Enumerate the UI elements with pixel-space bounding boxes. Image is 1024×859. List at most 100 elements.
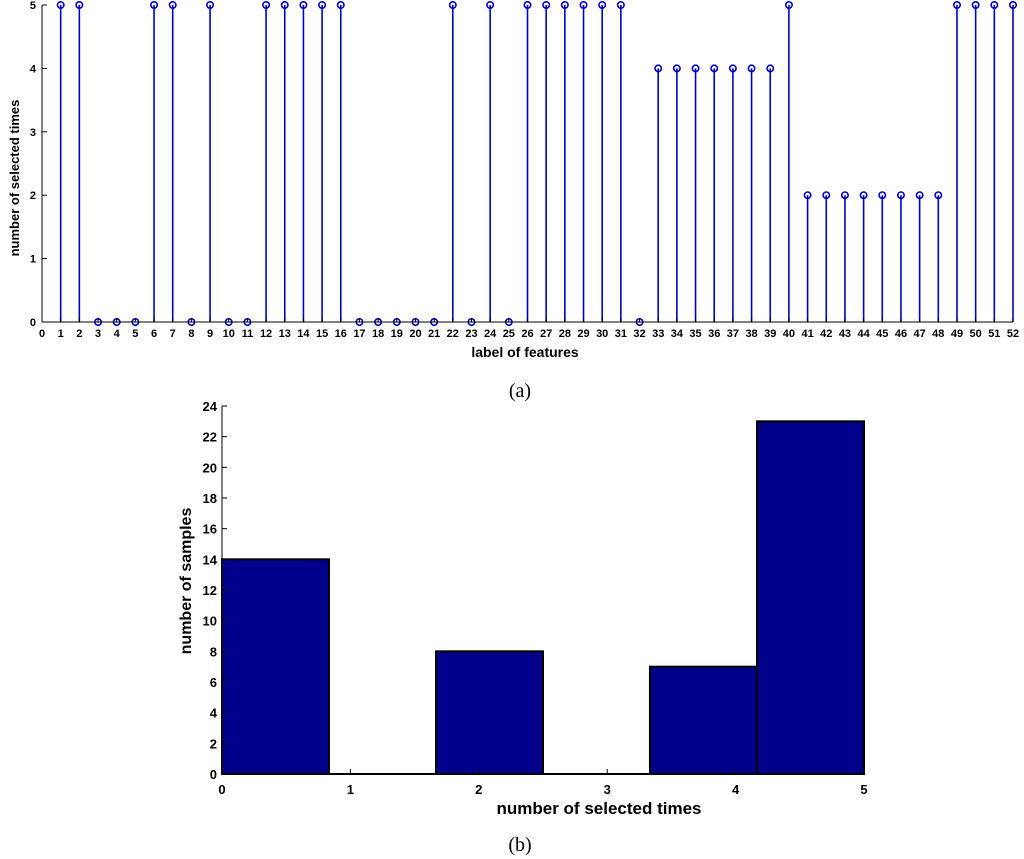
x-tick-label-a: 41 bbox=[801, 328, 813, 340]
y-tick-label-b: 2 bbox=[210, 736, 217, 751]
stem-marker bbox=[934, 191, 943, 200]
y-tick-label-b: 16 bbox=[203, 522, 217, 537]
axes-a bbox=[41, 4, 1014, 323]
stem-marker bbox=[299, 0, 308, 10]
x-tick-label-a: 4 bbox=[114, 328, 121, 340]
x-tick-label-a: 44 bbox=[857, 328, 870, 340]
x-tick-label-a: 33 bbox=[652, 328, 664, 340]
x-tick-label-a: 46 bbox=[895, 328, 907, 340]
x-tick-label-b: 5 bbox=[860, 782, 867, 797]
x-tick-label-a: 35 bbox=[689, 328, 701, 340]
x-tick-label-a: 48 bbox=[932, 328, 944, 340]
x-tick-label-a: 43 bbox=[839, 328, 851, 340]
y-tick-label-b: 20 bbox=[203, 460, 217, 475]
x-tick-label-a: 7 bbox=[170, 328, 176, 340]
stem-marker bbox=[542, 0, 551, 10]
stem-marker bbox=[579, 0, 588, 10]
y-tick-label-a: 3 bbox=[30, 127, 36, 139]
y-tick-label-b: 24 bbox=[203, 399, 218, 414]
x-tick-label-a: 38 bbox=[745, 328, 757, 340]
x-tick-label-a: 6 bbox=[151, 328, 157, 340]
x-tick-label-b: 4 bbox=[732, 782, 740, 797]
stem-marker bbox=[616, 0, 625, 10]
x-tick-label-a: 10 bbox=[223, 328, 235, 340]
x-tick-label-b: 0 bbox=[218, 782, 225, 797]
stem-marker bbox=[654, 64, 663, 73]
x-tick-label-a: 18 bbox=[372, 328, 384, 340]
y-tick-label-b: 22 bbox=[203, 430, 217, 445]
stem-marker bbox=[672, 64, 681, 73]
x-axis-label-a: label of features bbox=[471, 344, 579, 360]
stem-marker bbox=[915, 191, 924, 200]
x-tick-label-a: 42 bbox=[820, 328, 832, 340]
x-tick-label-a: 2 bbox=[76, 328, 82, 340]
x-axis-label-b: number of selected times bbox=[496, 799, 701, 818]
y-tick-label-a: 0 bbox=[30, 317, 36, 329]
stem-marker bbox=[878, 191, 887, 200]
x-tick-label-a: 31 bbox=[615, 328, 627, 340]
y-tick-label-b: 8 bbox=[210, 644, 217, 659]
y-tick-label-a: 1 bbox=[30, 254, 36, 266]
x-tick-label-a: 45 bbox=[876, 328, 888, 340]
x-tick-labels-b: 0 1 2 3 4 5 bbox=[218, 782, 867, 797]
stem-marker bbox=[710, 64, 719, 73]
stem-marker bbox=[952, 0, 961, 10]
stem-marker bbox=[896, 191, 905, 200]
x-tick-label-a: 21 bbox=[428, 328, 440, 340]
x-tick-label-a: 36 bbox=[708, 328, 720, 340]
panel-caption-b: (b) bbox=[508, 834, 531, 856]
x-tick-label-a: 29 bbox=[577, 328, 589, 340]
y-axis-label-b: number of samples bbox=[178, 508, 195, 655]
x-tick-label-a: 9 bbox=[207, 328, 213, 340]
y-tick-label-b: 10 bbox=[203, 614, 217, 629]
x-tick-label-b: 2 bbox=[475, 782, 482, 797]
y-tick-label-b: 14 bbox=[203, 552, 218, 567]
x-tick-label-a: 14 bbox=[297, 328, 310, 340]
y-tick-label-b: 18 bbox=[203, 491, 217, 506]
x-tick-label-a: 19 bbox=[391, 328, 403, 340]
x-tick-labels-a: 0 1 2 3 4 5 6 7 8 9 10 11 12 13 14 15 16 17 18 19 20 21 22 23 24… bbox=[39, 328, 1019, 340]
stem-marker bbox=[840, 191, 849, 200]
x-tick-label-a: 12 bbox=[260, 328, 272, 340]
stem-marker bbox=[728, 64, 737, 73]
stem-marker bbox=[206, 0, 215, 10]
x-tick-label-a: 23 bbox=[465, 328, 477, 340]
stem-marker bbox=[168, 0, 177, 10]
stem-marker bbox=[598, 0, 607, 10]
x-tick-label-a: 15 bbox=[316, 328, 328, 340]
x-tick-label-a: 50 bbox=[970, 328, 982, 340]
stem-marker bbox=[262, 0, 271, 10]
stem-marker bbox=[75, 0, 84, 10]
stem-marker bbox=[859, 191, 868, 200]
x-tick-label-a: 30 bbox=[596, 328, 608, 340]
stem-marker bbox=[150, 0, 159, 10]
y-tick-label-b: 0 bbox=[210, 767, 217, 782]
x-tick-label-a: 1 bbox=[58, 328, 64, 340]
histogram-bar bbox=[221, 558, 330, 775]
x-tick-label-a: 28 bbox=[559, 328, 571, 340]
y-tick-labels-a: 0 1 2 3 4 5 bbox=[30, 0, 37, 329]
y-tick-label-a: 4 bbox=[30, 63, 37, 75]
x-tick-label-a: 52 bbox=[1007, 328, 1019, 340]
stem-marker bbox=[766, 64, 775, 73]
stem-marker bbox=[336, 0, 345, 10]
stem-marker bbox=[280, 0, 289, 10]
x-tick-label-a: 20 bbox=[409, 328, 421, 340]
y-tick-label-b: 12 bbox=[203, 583, 217, 598]
stem-marker bbox=[822, 191, 831, 200]
x-tick-label-a: 51 bbox=[988, 328, 1000, 340]
histogram-bar bbox=[756, 420, 865, 775]
x-tick-label-a: 49 bbox=[951, 328, 963, 340]
y-axis-label-a: number of selected times bbox=[7, 100, 22, 257]
x-tick-label-a: 16 bbox=[335, 328, 347, 340]
stem-series bbox=[56, 0, 1017, 326]
panel-caption-a: (a) bbox=[509, 380, 531, 402]
stem-marker bbox=[784, 0, 793, 10]
x-tick-label-b: 3 bbox=[604, 782, 611, 797]
x-tick-label-a: 47 bbox=[914, 328, 926, 340]
axes-b bbox=[221, 405, 865, 775]
stem-marker bbox=[56, 0, 65, 10]
